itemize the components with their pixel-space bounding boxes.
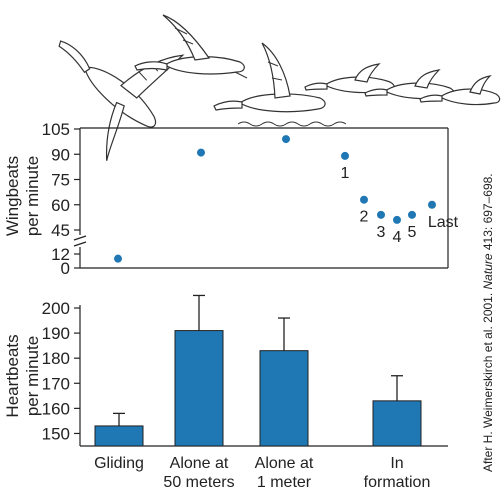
heartbeats-ylabel-line2: per minute xyxy=(23,336,42,416)
heartbeats-category-label: Gliding xyxy=(94,455,144,472)
wingbeats-point-label: Last xyxy=(428,214,459,231)
heartbeats-y-tick-label: 160 xyxy=(42,399,70,418)
wingbeats-point-label: 5 xyxy=(408,224,417,241)
wingbeats-point xyxy=(393,215,401,224)
heartbeats-y-tick-label: 150 xyxy=(42,424,70,443)
wingbeats-y-tick-label: 75 xyxy=(51,171,70,190)
citation-prefix: After H. Weimerskirch et al. 2001. xyxy=(481,289,495,472)
heartbeats-category-label: 1 meter xyxy=(257,474,312,491)
wingbeats-point xyxy=(377,210,385,219)
water-ripple-icon xyxy=(237,121,347,127)
heartbeats-y-tick-label: 190 xyxy=(42,324,70,343)
wingbeats-point xyxy=(341,151,349,160)
wingbeats-y-tick-label: 105 xyxy=(42,120,70,139)
citation: After H. Weimerskirch et al. 2001. Natur… xyxy=(481,173,495,472)
wingbeats-point-label: 3 xyxy=(377,224,386,241)
flying-pelican-icon xyxy=(134,14,248,79)
wingbeats-ylabel-line1: Wingbeats xyxy=(3,156,22,236)
heartbeats-bar xyxy=(259,350,309,447)
wingbeats-point xyxy=(428,200,436,209)
wingbeats-y-tick-label: 45 xyxy=(51,221,70,240)
heartbeats-y-tick-label: 180 xyxy=(42,349,70,368)
wingbeats-point xyxy=(360,195,368,204)
citation-journal: Nature xyxy=(481,253,495,289)
heartbeats-category-label: Alone at xyxy=(170,455,229,472)
heartbeats-y-tick-label: 200 xyxy=(42,299,70,318)
wingbeats-point-label: 2 xyxy=(360,209,369,226)
heartbeats-category-label: Alone at xyxy=(255,455,314,472)
heartbeats-bar xyxy=(174,330,224,447)
gliding-pelican-icon xyxy=(58,40,185,161)
wingbeats-point xyxy=(197,148,205,157)
heartbeats-y-tick-label: 170 xyxy=(42,374,70,393)
wingbeats-point-label: 1 xyxy=(341,165,350,182)
wingbeats-point xyxy=(282,135,290,144)
wingbeats-y-tick-label: 0 xyxy=(61,259,70,278)
wingbeats-point xyxy=(408,210,416,219)
citation-suffix: 413: 697–698. xyxy=(481,173,495,253)
heartbeats-bar xyxy=(94,425,144,447)
pelican-illustration xyxy=(58,14,501,161)
formation-pelican-icon xyxy=(304,63,395,94)
wingbeats-y-tick-label: 60 xyxy=(51,196,70,215)
heartbeats-ylabel-line1: Heartbeats xyxy=(3,334,22,417)
flying-pelican-icon xyxy=(213,42,326,113)
heartbeats-chart: 150 160 170 180 190 200 Gliding Alone at 50 met… xyxy=(3,294,448,491)
formation-pelican-icon xyxy=(419,75,501,106)
wingbeats-point xyxy=(114,254,122,263)
wingbeats-y-tick-label: 12 xyxy=(51,245,70,264)
heartbeats-category-label: 50 meters xyxy=(163,474,234,491)
wingbeats-point-label: 4 xyxy=(393,229,402,246)
heartbeats-category-label: In xyxy=(390,455,403,472)
axis-break-icon xyxy=(73,235,87,247)
heartbeats-category-label: formation xyxy=(364,474,431,491)
wingbeats-y-tick-label: 90 xyxy=(51,145,70,164)
heartbeats-bar xyxy=(372,400,422,447)
wingbeats-ylabel-line2: per minute xyxy=(23,156,42,236)
